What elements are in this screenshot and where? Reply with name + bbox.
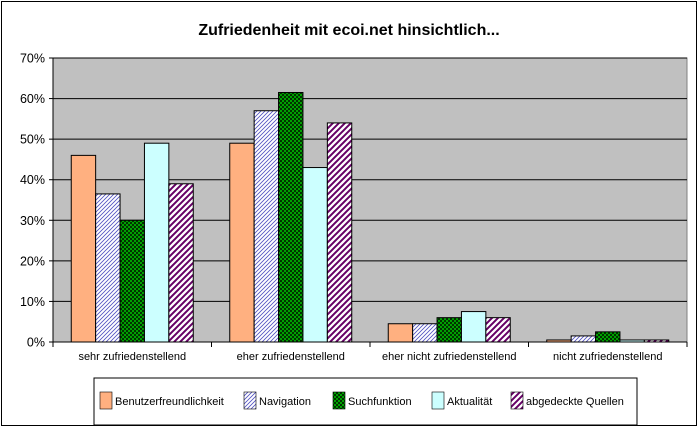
bar (412, 323, 438, 343)
legend-swatch (99, 391, 113, 410)
y-tick-label: 20% (20, 254, 45, 268)
legend-label: Aktualität (447, 396, 492, 408)
y-tick-label: 30% (20, 214, 45, 228)
bar (460, 311, 487, 343)
legend-swatch (431, 391, 445, 410)
legend-swatch (243, 391, 257, 410)
legend-label: Benutzerfreundlichkeit (115, 396, 224, 408)
legend-label: Suchfunktion (348, 396, 412, 408)
x-category-label: sehr zufriedenstellend (78, 351, 186, 363)
y-tick-label: 70% (20, 52, 45, 66)
x-category-label: eher nicht zufriedenstellend (382, 351, 517, 363)
y-tick-label: 10% (20, 295, 45, 309)
x-category-label: nicht zufriedenstellend (553, 351, 662, 363)
bar (387, 323, 414, 343)
legend (93, 377, 638, 426)
y-tick-label: 60% (20, 92, 45, 106)
bar (70, 154, 97, 343)
bar (119, 219, 145, 343)
y-tick-label: 40% (20, 173, 45, 187)
bar (436, 317, 462, 343)
bar (326, 122, 353, 343)
legend-swatch (332, 391, 346, 410)
bar (302, 167, 328, 343)
chart-title: Zufriedenheit mit ecoi.net hinsichtlich.… (198, 22, 499, 39)
bar (595, 331, 621, 343)
y-tick-label: 0% (27, 336, 45, 350)
bar (278, 91, 304, 343)
x-category-label: eher zufriedenstellend (237, 351, 345, 363)
y-tick-label: 50% (20, 133, 45, 147)
legend-swatch (510, 391, 524, 410)
bar (253, 110, 280, 343)
legend-label: Navigation (259, 396, 311, 408)
bar (143, 142, 170, 343)
bar (485, 317, 511, 343)
bar (168, 183, 194, 343)
bar (229, 142, 255, 343)
legend-label: abgedeckte Quellen (526, 396, 624, 408)
bar (95, 193, 121, 343)
bar (570, 335, 597, 343)
